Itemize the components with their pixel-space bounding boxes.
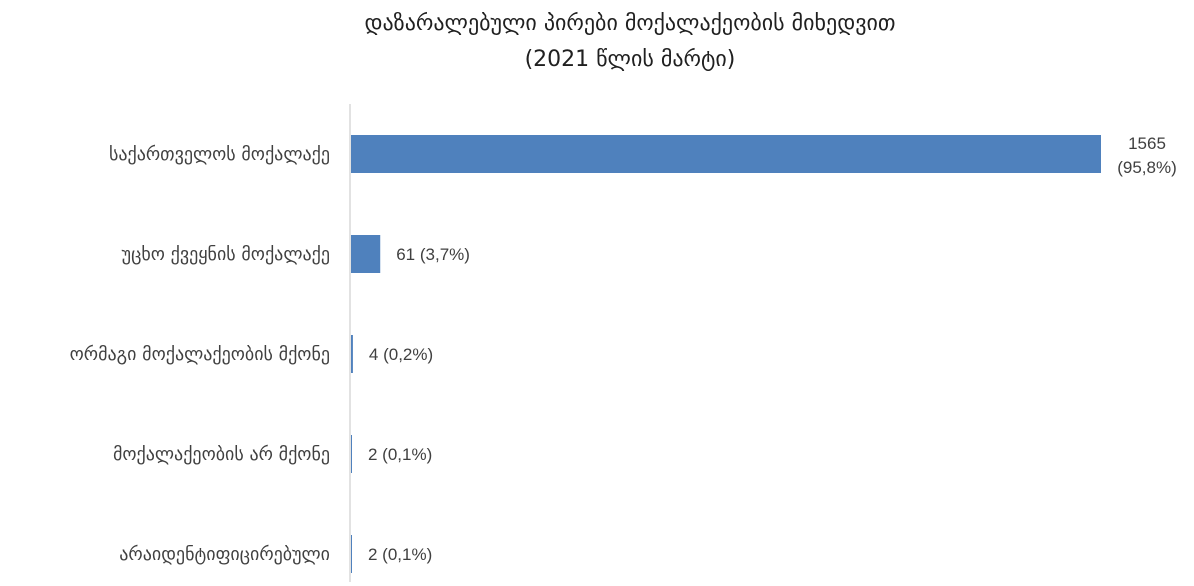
- value-label: 2 (0,1%): [368, 545, 432, 564]
- chart-subtitle: (2021 წლის მარტი): [525, 47, 736, 72]
- value-label: 61 (3,7%): [396, 245, 470, 264]
- value-label-line: 1565: [1128, 134, 1166, 153]
- category-label: ორმაგი მოქალაქეობის მქონე: [70, 344, 330, 365]
- value-label-line: (95,8%): [1117, 158, 1177, 177]
- category-label: საქართველოს მოქალაქე: [109, 144, 330, 165]
- value-label: 2 (0,1%): [368, 445, 432, 464]
- chart-title: დაზარალებული პირები მოქალაქეობის მიხედვი…: [365, 11, 896, 36]
- bar: [351, 135, 1101, 173]
- category-label: უცხო ქვეყნის მოქალაქე: [122, 244, 330, 265]
- bar: [351, 435, 352, 473]
- bars-group: საქართველოს მოქალაქე 1565 (95,8%) უცხო ქვეყ…: [70, 134, 1177, 573]
- value-label: 4 (0,2%): [369, 345, 433, 364]
- category-label: მოქალაქეობის არ მქონე: [113, 444, 330, 465]
- bar: [351, 235, 381, 273]
- value-label: 1565 (95,8%): [1117, 134, 1177, 177]
- bar: [351, 535, 352, 573]
- category-label: არაიდენტიფიცირებული: [119, 544, 330, 565]
- bar: [351, 335, 353, 373]
